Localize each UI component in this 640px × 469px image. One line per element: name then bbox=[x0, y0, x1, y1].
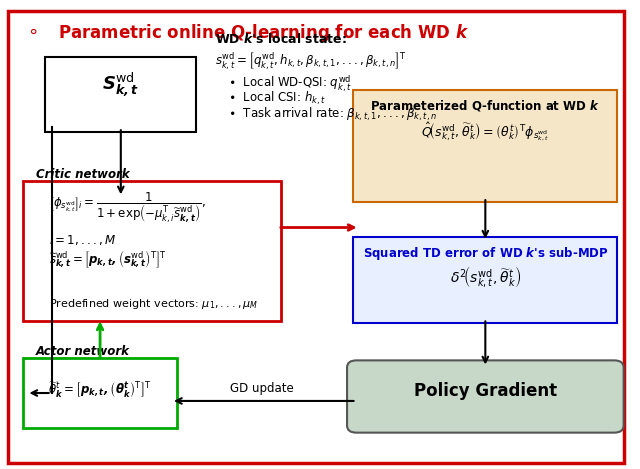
Text: $\widetilde{\theta}_{\bfit{k}}^t=\left[\bfit{p_{k,t}},\left(\theta_k^t\right)^{\: $\widetilde{\theta}_{\bfit{k}}^t=\left[\… bbox=[48, 381, 152, 401]
Text: Parameterized Q-function at WD $\bfit{k}$: Parameterized Q-function at WD $\bfit{k}… bbox=[371, 98, 600, 113]
FancyBboxPatch shape bbox=[347, 360, 623, 432]
Text: Predefined weight vectors: $\mu_1,...,\mu_M$: Predefined weight vectors: $\mu_1,...,\m… bbox=[49, 297, 258, 311]
FancyBboxPatch shape bbox=[24, 358, 177, 428]
Text: Actor network: Actor network bbox=[36, 345, 130, 358]
Text: $\left[\phi_{s_{k,t}^{\mathrm{wd}}}\right]_i = \dfrac{1}{1+\exp\!\left(-\mu_{k,i: $\left[\phi_{s_{k,t}^{\mathrm{wd}}}\righ… bbox=[49, 190, 205, 224]
Text: $\bullet$  Local CSI: $h_{k,t}$: $\bullet$ Local CSI: $h_{k,t}$ bbox=[228, 90, 326, 107]
Text: GD update: GD update bbox=[230, 382, 294, 395]
Text: $\bullet$  Task arrival rate: $\beta_{k,t,1},...,\beta_{k,t,n}$: $\bullet$ Task arrival rate: $\beta_{k,t… bbox=[228, 106, 436, 123]
Text: $i = 1,...,M$: $i = 1,...,M$ bbox=[49, 232, 116, 247]
Text: $\circ$: $\circ$ bbox=[26, 23, 37, 40]
Text: $\widetilde{s}_{\bfit{k,t}}^{\mathrm{wd}}=\left[\bfit{p_{k,t}},\left(s_{k,t}^{\m: $\widetilde{s}_{\bfit{k,t}}^{\mathrm{wd}… bbox=[49, 249, 166, 270]
Text: $s_{k,t}^{\mathrm{wd}}=\left[q_{k,t}^{\mathrm{wd}},h_{k,t},\beta_{k,t,1},...,\be: $s_{k,t}^{\mathrm{wd}}=\left[q_{k,t}^{\m… bbox=[215, 50, 407, 72]
Text: Parametric online Q-learning for each WD $\bfit{k}$: Parametric online Q-learning for each WD… bbox=[58, 23, 469, 45]
Text: $\bullet$  Local WD-QSI: $q_{k,t}^{\mathrm{wd}}$: $\bullet$ Local WD-QSI: $q_{k,t}^{\mathr… bbox=[228, 74, 351, 94]
Text: $\bfit{S}_{k,t}^{\mathrm{wd}}$: $\bfit{S}_{k,t}^{\mathrm{wd}}$ bbox=[102, 71, 140, 99]
FancyBboxPatch shape bbox=[45, 57, 196, 132]
Text: $\delta^2\!\left(s_{k,t}^{\mathrm{wd}},\widetilde{\theta}_k^t\right)$: $\delta^2\!\left(s_{k,t}^{\mathrm{wd}},\… bbox=[450, 265, 521, 290]
Text: Policy Gradient: Policy Gradient bbox=[414, 382, 557, 400]
Text: Critic network: Critic network bbox=[36, 168, 130, 181]
FancyBboxPatch shape bbox=[353, 237, 618, 323]
FancyBboxPatch shape bbox=[353, 90, 618, 202]
Text: $\hat{Q}\!\left(s_{k,t}^{\mathrm{wd}},\widetilde{\theta}_k^t\right)=\left(\theta: $\hat{Q}\!\left(s_{k,t}^{\mathrm{wd}},\w… bbox=[421, 120, 549, 143]
FancyBboxPatch shape bbox=[24, 181, 281, 321]
Text: WD $\bfit{k}$'s local state:: WD $\bfit{k}$'s local state: bbox=[215, 32, 347, 45]
FancyBboxPatch shape bbox=[8, 11, 623, 463]
Text: Squared TD error of WD $\bfit{k}$'s sub-MDP: Squared TD error of WD $\bfit{k}$'s sub-… bbox=[362, 245, 608, 262]
